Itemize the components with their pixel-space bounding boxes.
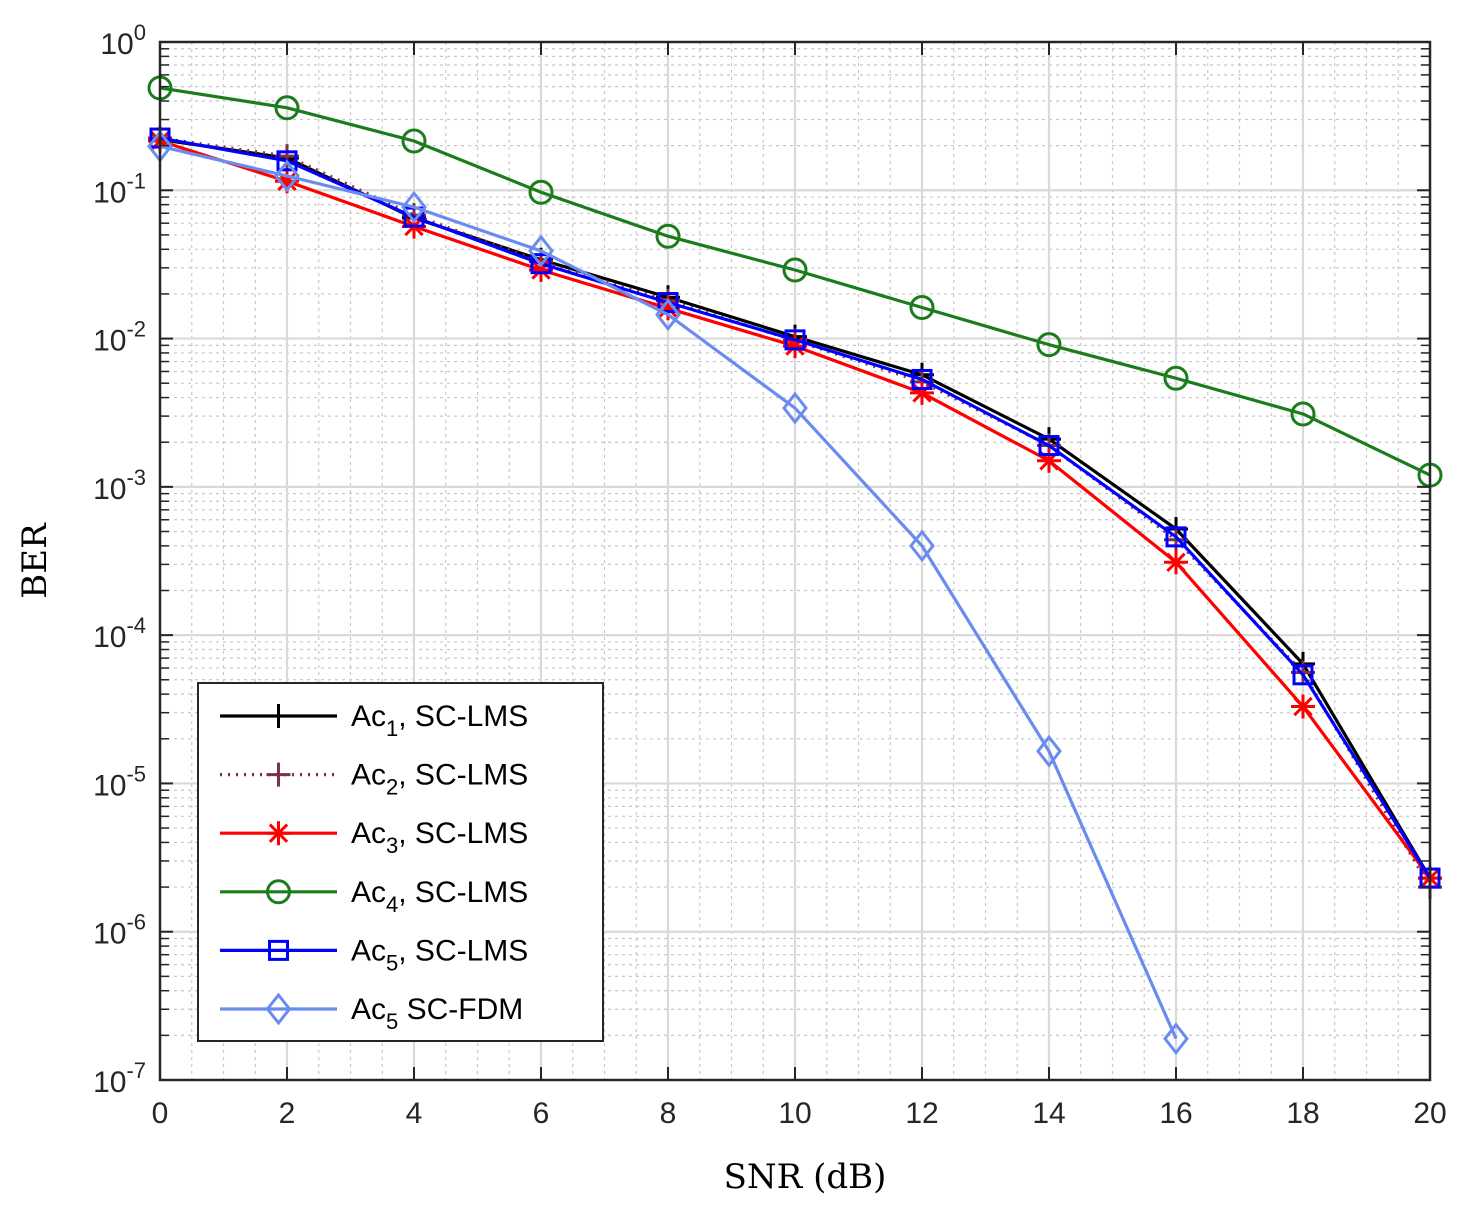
- series-6: [147, 129, 1189, 1056]
- series-layer: [147, 75, 1443, 1056]
- x-tick-label: 10: [778, 1097, 811, 1130]
- data-point: [1163, 1022, 1189, 1056]
- data-point: [1037, 448, 1061, 473]
- data-point: [784, 329, 806, 351]
- data-point: [910, 380, 934, 405]
- data-point: [528, 179, 554, 205]
- data-point: [1291, 694, 1315, 719]
- legend-box: [197, 682, 604, 1042]
- data-point: [274, 159, 300, 193]
- y-tick-label: 10-1: [93, 168, 146, 209]
- data-point: [528, 234, 554, 268]
- data-point: [782, 391, 808, 425]
- data-point: [1036, 332, 1062, 358]
- minor-grid: [160, 42, 1430, 1080]
- data-point: [783, 334, 807, 359]
- x-tick-label: 4: [406, 1097, 423, 1130]
- y-tick-label: 10-2: [93, 317, 146, 358]
- data-point: [782, 257, 808, 283]
- data-point: [401, 128, 427, 154]
- legend-label: Ac2, SC-LMS: [351, 759, 528, 800]
- series-line: [159, 86, 1431, 477]
- data-point: [274, 95, 300, 121]
- series-4: [147, 75, 1443, 488]
- y-tick-label: 10-3: [93, 465, 146, 506]
- x-tick-label: 18: [1286, 1097, 1319, 1130]
- data-point: [656, 296, 680, 321]
- data-point: [401, 190, 427, 224]
- legend-marker: [268, 939, 289, 961]
- y-tick-label: 10-6: [93, 910, 146, 951]
- y-tick-label: 10-4: [93, 613, 146, 654]
- data-point: [655, 223, 681, 249]
- legend-marker: [266, 879, 291, 905]
- y-tick-label: 10-5: [93, 761, 146, 802]
- x-tick-label: 6: [533, 1097, 550, 1130]
- legend-marker: [266, 821, 291, 846]
- x-tick-labels: 0 2 4 6 8 10 12 14 16 18 20: [152, 1097, 1447, 1130]
- x-tick-label: 16: [1159, 1097, 1192, 1130]
- x-tick-label: 2: [279, 1097, 296, 1130]
- legend-label: Ac4, SC-LMS: [351, 876, 528, 917]
- x-tick-label: 12: [905, 1097, 938, 1130]
- data-point: [1290, 401, 1316, 427]
- legend: Ac1, SC-LMS Ac2, SC-LMS Ac3, SC-LMS Ac4, SC…: [197, 682, 604, 1042]
- legend-label: Ac5, SC-LMS: [351, 934, 528, 975]
- legend-marker: [266, 762, 291, 787]
- data-point: [276, 150, 298, 172]
- data-point: [1164, 550, 1188, 575]
- legend-label: Ac3, SC-LMS: [351, 817, 528, 858]
- y-tick-labels: 100 10-1 10-2 10-3 10-4 10-5 10-6 10-7: [93, 20, 146, 1099]
- legend-label: Ac5 SC-FDM: [351, 993, 523, 1034]
- data-point: [1165, 526, 1187, 548]
- x-tick-label: 0: [152, 1097, 169, 1130]
- y-tick-label: 100: [100, 20, 146, 61]
- legend-marker: [266, 704, 291, 728]
- data-point: [1163, 365, 1189, 391]
- series-3: [148, 128, 1442, 891]
- x-tick-label: 8: [660, 1097, 677, 1130]
- data-point: [529, 258, 553, 283]
- data-point: [275, 169, 299, 194]
- data-point: [1292, 664, 1314, 686]
- data-point: [655, 298, 681, 332]
- data-point: [911, 368, 933, 390]
- y-tick-label: 10-7: [93, 1058, 146, 1099]
- y-axis-title: BER: [15, 522, 55, 599]
- series-line: [159, 144, 1178, 1040]
- legend-label: Ac1, SC-LMS: [351, 700, 528, 741]
- data-point: [657, 292, 679, 314]
- axis-ticks: [159, 41, 1431, 1081]
- legend-marker: [265, 992, 292, 1026]
- data-point: [1038, 435, 1060, 457]
- data-point: [530, 253, 552, 275]
- x-axis-title: SNR (dB): [724, 1157, 887, 1197]
- x-tick-label: 20: [1413, 1097, 1446, 1130]
- data-point: [909, 295, 935, 321]
- data-point: [909, 529, 935, 563]
- data-point: [1036, 734, 1062, 768]
- x-tick-label: 14: [1032, 1097, 1065, 1130]
